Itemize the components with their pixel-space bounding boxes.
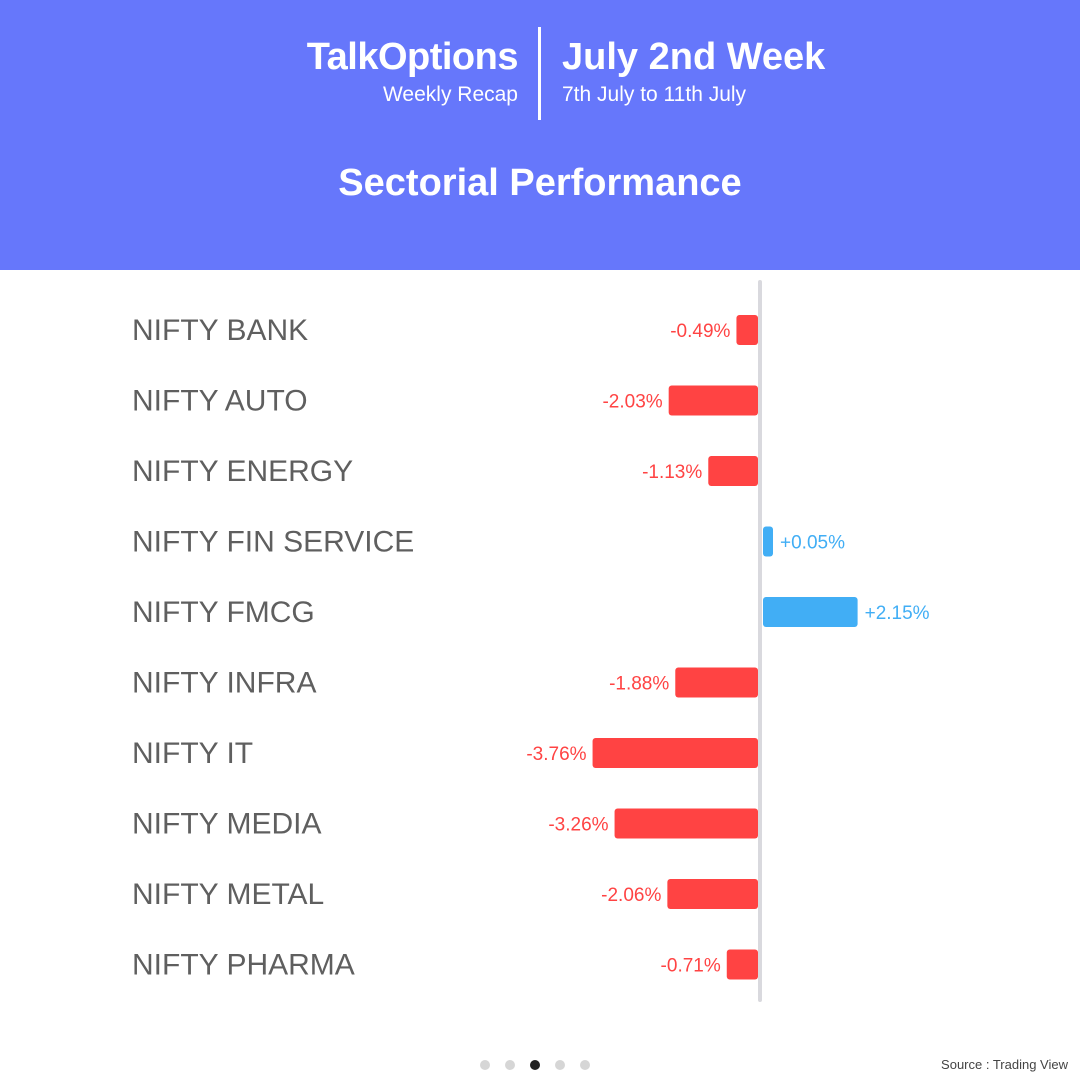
category-label: NIFTY BANK [132, 314, 308, 347]
brand-subtitle: Weekly Recap [382, 83, 518, 106]
bar [675, 667, 758, 698]
category-label: NIFTY IT [132, 737, 253, 770]
category-label: NIFTY AUTO [132, 385, 308, 418]
value-label: +0.05% [780, 533, 845, 554]
category-label: NIFTY FMCG [132, 596, 315, 629]
value-label: -0.71% [661, 956, 721, 977]
zero-axis-line [758, 280, 762, 1002]
week-block: July 2nd Week 7th July to 11th July [562, 34, 825, 108]
bar [668, 385, 758, 416]
bar [614, 808, 758, 839]
value-label: -2.06% [601, 885, 661, 906]
bar [708, 456, 758, 486]
value-label: -1.13% [642, 462, 702, 483]
category-label: NIFTY FIN SERVICE [132, 526, 414, 559]
value-label: -2.03% [602, 392, 662, 413]
pagination-dot[interactable] [505, 1060, 515, 1070]
bar [667, 879, 758, 909]
category-label: NIFTY METAL [132, 878, 324, 911]
category-label: NIFTY ENERGY [132, 455, 353, 488]
pagination-dot[interactable] [530, 1060, 540, 1070]
bar [726, 949, 758, 980]
bar [592, 738, 758, 768]
bar [763, 597, 858, 627]
week-title: July 2nd Week [562, 36, 826, 78]
category-label: NIFTY MEDIA [132, 808, 321, 841]
bar [763, 526, 773, 557]
category-label: NIFTY PHARMA [132, 949, 355, 982]
section-title: Sectorial Performance [338, 162, 742, 204]
value-label: -3.26% [548, 815, 608, 836]
pagination-dot[interactable] [480, 1060, 490, 1070]
brand-name: TalkOptions [306, 36, 519, 78]
value-label: +2.15% [865, 603, 930, 624]
bar [736, 315, 758, 345]
header-banner: TalkOptions Weekly Recap July 2nd Week 7… [0, 0, 1080, 270]
value-label: -1.88% [609, 674, 669, 695]
source-credit: Source : Trading View [941, 1057, 1068, 1072]
value-label: -3.76% [526, 744, 586, 765]
pagination-dot[interactable] [555, 1060, 565, 1070]
brand-block: TalkOptions Weekly Recap [306, 34, 519, 108]
header-divider [538, 27, 541, 120]
value-label: -0.49% [670, 321, 730, 342]
pagination-dot[interactable] [580, 1060, 590, 1070]
category-label: NIFTY INFRA [132, 667, 316, 700]
week-dates: 7th July to 11th July [562, 83, 747, 106]
